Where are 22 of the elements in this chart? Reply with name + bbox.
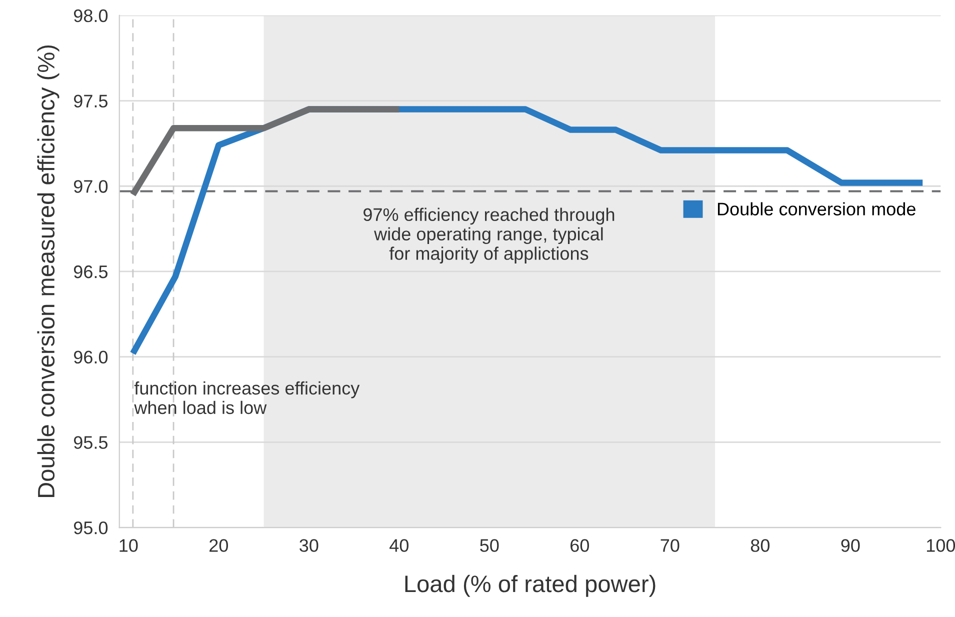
x-tick-label: 60 [570, 539, 589, 552]
y-tick-label: 98.0 [74, 9, 108, 22]
y-tick-label: 95.5 [74, 436, 108, 449]
annotation: 97% efficiency reached through wide operating range, typical for majority of applictions [364, 208, 614, 264]
y-tick-label: 97.5 [74, 94, 108, 108]
x-tick-label: 30 [300, 539, 318, 552]
y-tick-label: 97.0 [74, 180, 108, 193]
x-tick-label: 40 [390, 539, 408, 552]
annotation: function increases efficiency when load is low [134, 381, 360, 414]
x-axis-title: Load (% of rated power) [405, 574, 656, 597]
x-tick-label: 70 [660, 539, 680, 552]
x-tick-label: 90 [841, 539, 860, 552]
x-tick-label: 20 [210, 539, 228, 552]
x-tick-label: 100 [926, 539, 955, 552]
y-tick-label: 96.0 [74, 350, 108, 364]
x-tick-label: 50 [480, 539, 499, 552]
legend-label: Double conversion mode [718, 202, 916, 216]
y-tick-label: 95.0 [74, 521, 108, 534]
y-axis-title: Double conversion measured efficiency (%) [37, 45, 60, 498]
x-tick-label: 80 [750, 539, 770, 552]
y-tick-label: 96.5 [74, 265, 108, 278]
x-tick-label: 10 [120, 539, 138, 552]
